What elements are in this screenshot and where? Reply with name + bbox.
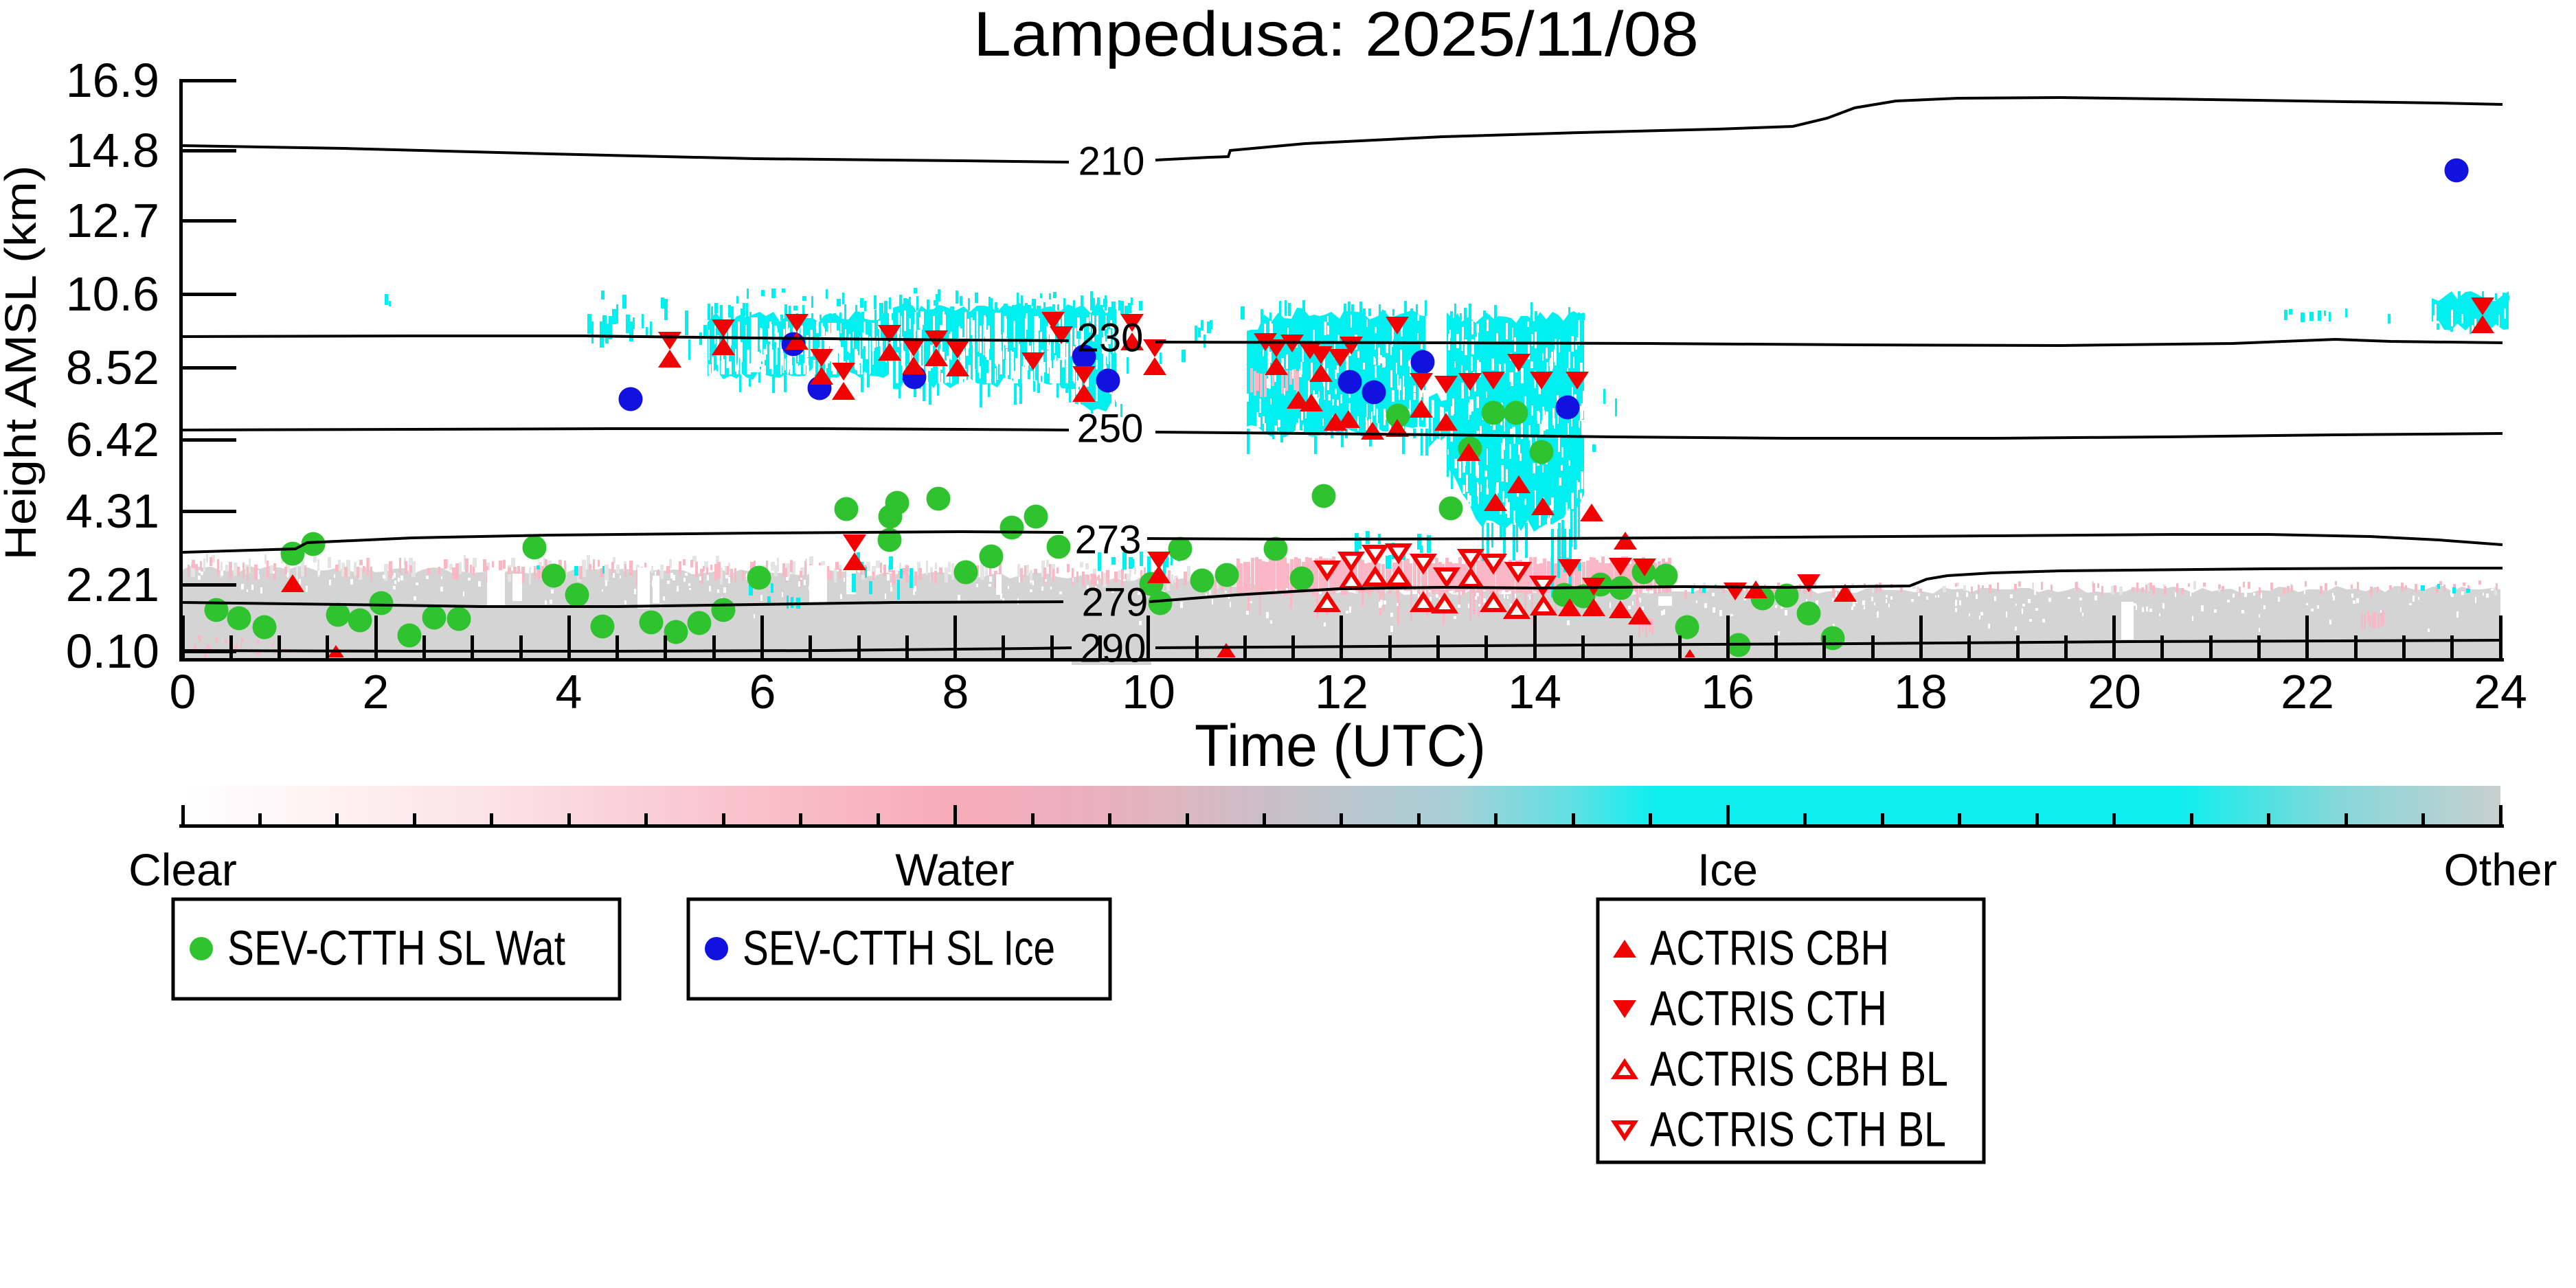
svg-text:230: 230 xyxy=(1077,316,1144,361)
svg-text:Clear: Clear xyxy=(128,844,237,895)
svg-text:10: 10 xyxy=(1122,665,1175,719)
svg-text:Ice: Ice xyxy=(1697,844,1758,895)
svg-text:Other: Other xyxy=(2443,844,2557,895)
svg-text:12.7: 12.7 xyxy=(66,194,159,247)
svg-text:14.8: 14.8 xyxy=(66,124,159,177)
svg-text:Lampedusa: 2025/11/08: Lampedusa: 2025/11/08 xyxy=(973,0,1699,69)
svg-text:Time (UTC): Time (UTC) xyxy=(1195,713,1486,779)
svg-text:8: 8 xyxy=(942,665,969,719)
svg-text:ACTRIS CBH BL: ACTRIS CBH BL xyxy=(1650,1043,1948,1097)
svg-text:SEV-CTTH SL Ice: SEV-CTTH SL Ice xyxy=(743,922,1055,976)
svg-text:24: 24 xyxy=(2474,665,2527,719)
svg-text:279: 279 xyxy=(1082,580,1149,625)
svg-text:Height AMSL (km): Height AMSL (km) xyxy=(0,166,45,561)
svg-text:18: 18 xyxy=(1894,665,1947,719)
svg-text:0.10: 0.10 xyxy=(66,624,159,678)
svg-text:4.31: 4.31 xyxy=(66,484,159,538)
svg-text:20: 20 xyxy=(2088,665,2141,719)
svg-text:16: 16 xyxy=(1701,665,1754,719)
svg-text:12: 12 xyxy=(1315,665,1368,719)
svg-text:8.52: 8.52 xyxy=(66,341,159,394)
svg-text:4: 4 xyxy=(556,665,583,719)
svg-text:2.21: 2.21 xyxy=(66,558,159,611)
svg-text:22: 22 xyxy=(2281,665,2334,719)
svg-text:Water: Water xyxy=(895,844,1015,895)
svg-text:14: 14 xyxy=(1508,665,1561,719)
svg-text:ACTRIS CBH: ACTRIS CBH xyxy=(1650,922,1889,976)
svg-text:16.9: 16.9 xyxy=(66,54,159,107)
svg-text:6.42: 6.42 xyxy=(66,413,159,466)
svg-text:SEV-CTTH SL Wat: SEV-CTTH SL Wat xyxy=(227,922,565,976)
svg-text:2: 2 xyxy=(363,665,389,719)
svg-text:0: 0 xyxy=(170,665,196,719)
svg-text:250: 250 xyxy=(1077,407,1144,451)
svg-text:6: 6 xyxy=(749,665,776,719)
svg-text:10.6: 10.6 xyxy=(66,267,159,321)
svg-text:273: 273 xyxy=(1075,518,1142,563)
svg-text:ACTRIS CTH BL: ACTRIS CTH BL xyxy=(1650,1103,1946,1157)
svg-text:ACTRIS CTH: ACTRIS CTH xyxy=(1650,982,1887,1037)
svg-text:210: 210 xyxy=(1078,139,1145,184)
svg-text:290: 290 xyxy=(1080,626,1146,671)
